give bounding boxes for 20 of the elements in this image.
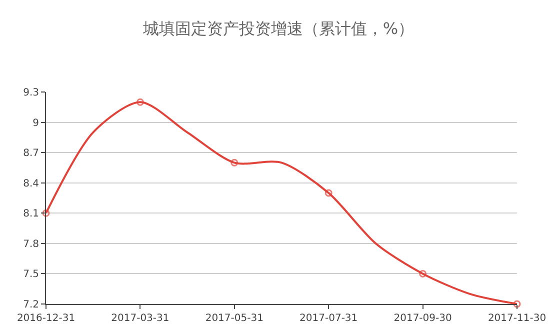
point xyxy=(136,98,144,106)
point xyxy=(419,270,427,278)
y-tick-label: 7.2 xyxy=(23,300,39,310)
x-tick-label: 2016-12-31 xyxy=(16,313,76,324)
chart-title: 城填固定资产投资增速（累计值，%） xyxy=(142,19,414,38)
point xyxy=(42,209,50,217)
x-tick-label: 2017-05-31 xyxy=(205,313,264,324)
x-tick-label: 2017-07-31 xyxy=(300,313,358,324)
y-tick-label: 9.3 xyxy=(23,88,39,98)
x-tick-label: 2017-03-31 xyxy=(111,313,170,324)
y-tick-label: 7.8 xyxy=(23,238,39,250)
y-tick-label: 9 xyxy=(32,118,39,129)
point xyxy=(324,189,332,197)
x-tick-label: 2017-09-30 xyxy=(394,313,452,324)
y-tick-label: 8.7 xyxy=(23,148,39,160)
point xyxy=(230,158,238,166)
y-tick-label: 8.4 xyxy=(23,178,39,190)
y-tick-label: 7.5 xyxy=(23,269,39,280)
y-tick-label: 8.1 xyxy=(23,208,39,220)
x-tick-label: 2017-11-30 xyxy=(488,313,546,324)
